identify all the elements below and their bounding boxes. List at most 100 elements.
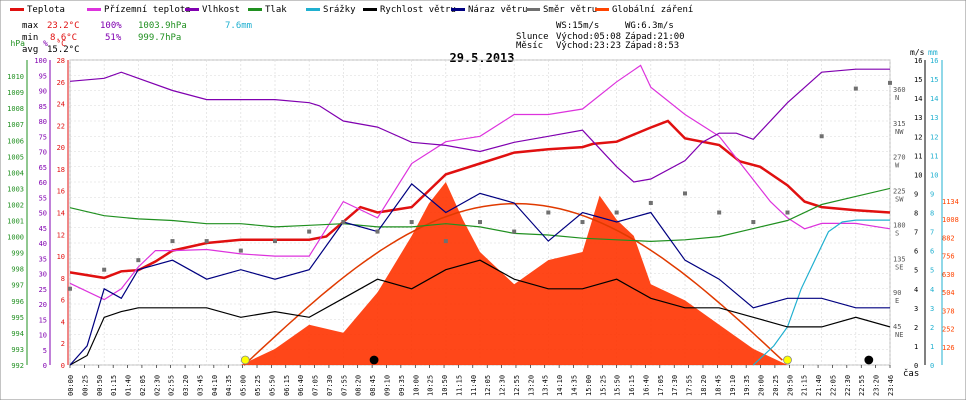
info-sun-rise: Východ:05:08 [556,32,621,42]
series-line-4 [69,187,891,243]
info-sun-label: Slunce [516,32,549,42]
axis-pct-tick: 30 [39,271,47,279]
axis-mm-tick: 8 [930,210,934,218]
axis-pct-tick: 45 [39,225,47,233]
series-smer-vetru-point [443,239,448,244]
series-smer-vetru-point [751,220,756,225]
x-tick-label: 22:30 [844,375,852,396]
axis-dir-deg: 90 [893,289,901,297]
x-tick-label: 17:30 [671,375,679,396]
x-tick-label: 05:50 [268,375,276,396]
axis-degc-unit: °C [56,39,66,48]
series-line-1 [69,119,891,280]
axis-ms-tick: 3 [914,305,918,313]
x-tick-label: 06:15 [283,375,291,396]
x-tick-label: 10:50 [441,375,449,396]
x-tick-label: 00:25 [81,375,89,396]
axis-ms-tick: 7 [914,229,918,237]
axis-ms-tick: 14 [914,95,922,103]
axis-degc-tick: 26 [57,79,65,87]
x-tick-label: 06:40 [297,375,305,396]
axis-degc-tick: 10 [57,253,65,261]
sunrise-icon [240,355,250,365]
legend-label-9: Globální záření [612,5,693,15]
axis-pct-tick: 20 [39,301,47,309]
axis-ms-tick: 9 [914,190,918,198]
axis-hpa-tick: 995 [11,314,24,322]
x-tick-label: 16:40 [642,375,650,396]
legend-label-6: Rychlost větru [380,5,456,15]
x-tick-label: 00:50 [96,375,104,396]
x-tick-label: 19:35 [743,375,751,396]
axis-degc-tick: 4 [61,318,65,326]
x-tick-label: 10:25 [427,375,435,396]
legend-swatch-8 [526,8,540,11]
x-tick-label: 07:55 [340,375,348,396]
axis-degc-tick: 20 [57,144,65,152]
x-tick-label: 04:10 [211,375,219,396]
x-tick-label: 03:20 [182,375,190,396]
stats-max-press: 1003.9hPa [138,21,187,31]
series-smer-vetru-point [307,229,312,234]
x-tick-label: 08:45 [369,375,377,396]
axis-hpa-tick: 1010 [7,73,24,81]
axis-degc-tick: 28 [57,57,65,65]
axis-pct-tick: 50 [39,210,47,218]
series-smer-vetru-point [102,267,107,272]
info-sun-set: Západ:21:00 [625,32,685,42]
moonrise-icon [864,355,874,365]
legend-swatch-1 [10,8,24,11]
axis-hpa-tick: 1001 [7,218,24,226]
series-globalni-zareni [240,182,788,365]
info-ws: WS:15m/s [556,21,599,31]
axis-degc-tick: 12 [57,231,65,239]
info-wg: WG:6.3m/s [625,21,674,31]
legend-swatch-9 [595,8,609,11]
axis-hpa-tick: 996 [11,298,24,306]
stats-panel: max 23.2°C 100% 1003.9hPa 7.6mm min 8.6°… [22,21,252,55]
x-axis-ticks: 00:00 00:25 00:50 01:15 01:40 02:05 02:30 02:55… [67,365,895,396]
x-tick-label: 16:15 [628,375,636,396]
axis-hpa-tick: 994 [11,330,24,338]
legend-label-8: Směr větru [543,5,597,15]
axis-mm-tick: 3 [930,305,934,313]
info-panel: WS:15m/s WG:6.3m/s Slunce Východ:05:08 Z… [516,21,685,51]
axis-ms-tick: 12 [914,133,922,141]
axis-dir-deg: 45 [893,323,901,331]
x-tick-label: 13:20 [527,375,535,396]
axis-mm-tick: 1 [930,343,934,351]
axis-degc-tick: 18 [57,166,65,174]
x-tick-label: 02:55 [168,375,176,396]
series-smer-vetru-point [238,248,243,253]
axis-wm2-tick: 756 [942,253,955,261]
stats-min-hum: 51% [105,33,122,43]
stats-max-rain: 7.6mm [225,21,252,31]
axis-wm2-tick: 378 [942,307,955,315]
axis-dir-name: NW [895,128,904,136]
axis-dir-deg: 135 [893,255,906,263]
axis-mm-tick: 0 [930,362,934,370]
x-tick-label: 21:15 [801,375,809,396]
axis-dir-name: SW [895,196,904,204]
axis-dir-deg: 360 [893,86,906,94]
axis-wm2-tick: 1008 [942,216,959,224]
axis-hpa-tick: 998 [11,266,24,274]
series-smer-vetru-point [136,258,141,263]
clear-sky-arc [243,202,783,366]
x-tick-label: 22:55 [858,375,866,396]
axis-mm-tick: 14 [930,95,938,103]
axis-mm-tick: 4 [930,286,934,294]
x-tick-label: 18:45 [714,375,722,396]
x-tick-label: 12:05 [484,375,492,396]
axis-pct-tick: 5 [43,347,47,355]
x-tick-label: 17:05 [657,375,665,396]
axis-pct-unit: % [43,39,48,48]
axis-degc-tick: 0 [61,362,65,370]
x-tick-label: 12:30 [499,375,507,396]
series-smer-vetru-point [580,220,585,225]
axis-mm-tick: 10 [930,171,938,179]
x-tick-label: 00:00 [67,375,75,396]
axis-pct-tick: 100 [34,57,47,65]
legend-label-1: Teplota [27,5,65,15]
axis-ms-tick: 6 [914,248,918,256]
